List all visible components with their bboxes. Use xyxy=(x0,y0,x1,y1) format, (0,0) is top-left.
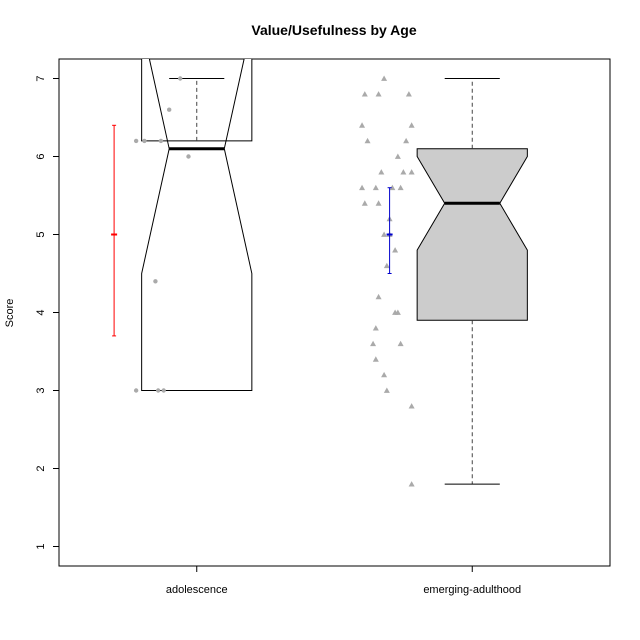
data-point xyxy=(381,371,388,378)
data-point xyxy=(133,138,139,144)
data-point xyxy=(370,340,377,347)
data-point xyxy=(408,481,415,487)
data-point xyxy=(372,356,379,362)
y-tick-label: 2 xyxy=(35,465,47,471)
data-point xyxy=(394,153,401,159)
data-point xyxy=(161,388,166,393)
data-point xyxy=(397,184,404,191)
data-point xyxy=(378,169,385,175)
y-tick-label: 3 xyxy=(35,387,47,393)
y-tick-label: 7 xyxy=(35,75,47,81)
data-point xyxy=(408,169,415,175)
box-notched-body xyxy=(141,59,253,391)
data-point xyxy=(375,293,382,300)
data-point xyxy=(383,387,390,393)
data-point xyxy=(167,107,172,112)
x-tick-label: adolescence xyxy=(166,584,228,596)
y-tick-label: 5 xyxy=(35,231,47,237)
data-point xyxy=(372,325,379,331)
x-tick-label: emerging-adulthood xyxy=(423,584,521,596)
data-point xyxy=(359,122,366,128)
data-point xyxy=(178,76,183,81)
data-point xyxy=(397,340,404,347)
data-point xyxy=(408,403,415,409)
data-point xyxy=(381,75,388,81)
data-point xyxy=(158,138,164,144)
plot-marks xyxy=(111,59,528,487)
chart-title: Value/Usefulness by Age xyxy=(251,22,416,38)
data-point xyxy=(394,309,401,315)
data-point xyxy=(392,247,399,253)
data-point xyxy=(364,137,371,144)
data-point xyxy=(405,91,412,97)
data-point xyxy=(155,388,161,393)
y-tick-label: 1 xyxy=(35,543,47,549)
data-point xyxy=(153,279,158,284)
data-point xyxy=(361,91,368,97)
data-point xyxy=(359,184,366,191)
data-point xyxy=(372,184,379,191)
data-point xyxy=(142,138,147,144)
data-point xyxy=(383,262,390,269)
data-point xyxy=(186,154,191,159)
y-tick-label: 6 xyxy=(35,153,47,159)
data-point xyxy=(133,388,139,393)
data-point xyxy=(375,200,382,206)
data-point xyxy=(403,137,410,144)
axes: 1 2 3 4 5 6 7 adolescence emerging-adulthood xyxy=(35,75,521,596)
data-point xyxy=(400,169,407,175)
y-tick-label: 4 xyxy=(35,309,47,315)
data-point xyxy=(408,122,415,128)
box-notched-body xyxy=(416,148,528,321)
data-point xyxy=(389,184,396,191)
y-axis-label: Score xyxy=(4,299,16,328)
data-point xyxy=(361,200,368,206)
data-point xyxy=(381,231,388,237)
data-point xyxy=(375,91,382,97)
